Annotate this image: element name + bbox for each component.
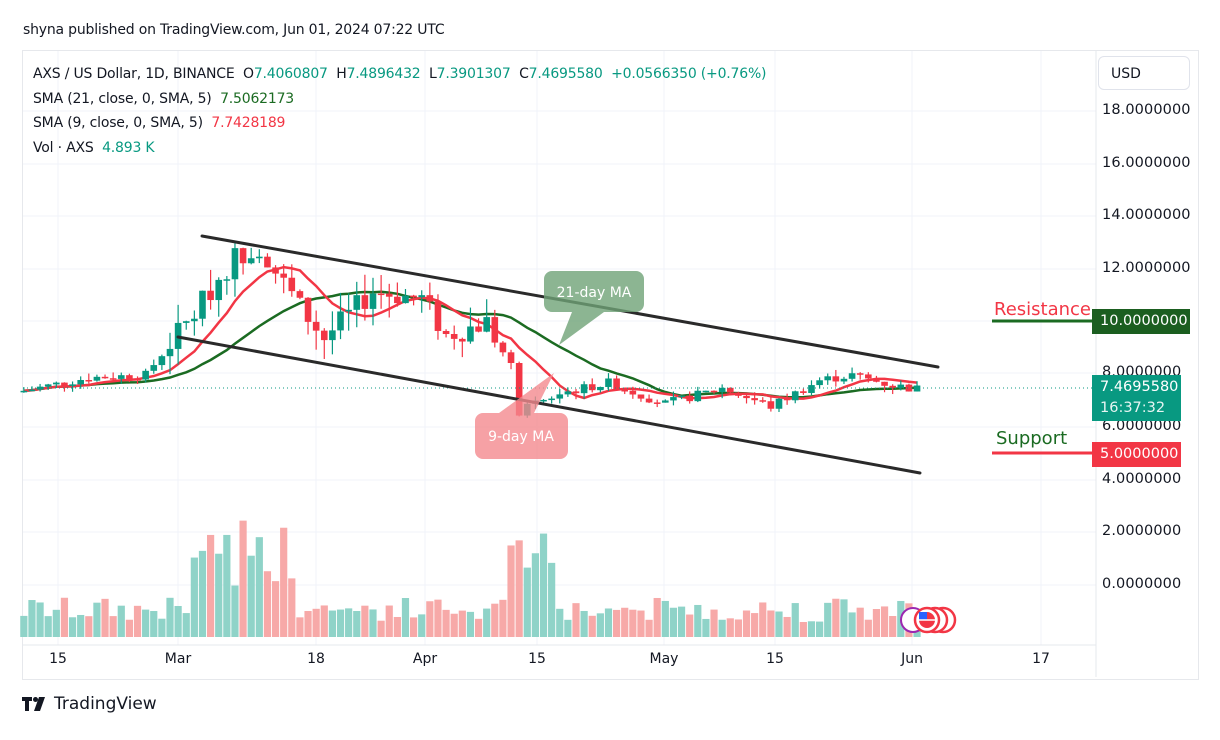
time-tick: Apr — [412, 651, 438, 667]
currency-selector[interactable]: USD — [1098, 56, 1190, 90]
chart-legend: AXS / US Dollar, 1D, BINANCE O7.4060807 … — [33, 62, 767, 160]
volume-row[interactable]: Vol · AXS 4.893 K — [33, 139, 155, 156]
volume-bars — [20, 520, 921, 637]
close-value: 7.4695580 — [528, 66, 603, 82]
time-tick: 15 — [49, 651, 67, 667]
current-price-tag: 7.4695580 16:37:32 — [1092, 375, 1181, 421]
tradingview-logo-icon — [22, 697, 45, 711]
published-info: shyna published on TradingView.com, Jun … — [23, 22, 445, 38]
current-price: 7.4695580 — [1100, 379, 1179, 395]
ma21-callout: 21-day MA — [557, 285, 632, 301]
price-tick: 16.0000000 — [1102, 155, 1191, 171]
ohlc-row: AXS / US Dollar, 1D, BINANCE O7.4060807 … — [33, 66, 767, 82]
symbol-title[interactable]: AXS / US Dollar, 1D, BINANCE — [33, 66, 235, 82]
time-tick: 15 — [766, 651, 784, 667]
time-tick: 15 — [528, 651, 546, 667]
resistance-label: Resistance — [994, 299, 1091, 320]
bar-countdown: 16:37:32 — [1100, 400, 1166, 416]
price-tick: 2.0000000 — [1102, 523, 1182, 539]
price-tick: 6.0000000 — [1102, 418, 1182, 434]
support-label: Support — [996, 428, 1067, 449]
price-tick: 14.0000000 — [1102, 207, 1191, 223]
time-tick: 17 — [1032, 651, 1050, 667]
tradingview-logo[interactable]: TradingView — [22, 694, 157, 714]
candlesticks — [20, 243, 921, 418]
change-value: +0.0566350 (+0.76%) — [611, 66, 767, 82]
time-tick: Mar — [164, 651, 192, 667]
sma21-value: 7.5062173 — [220, 90, 294, 107]
low-value: 7.3901307 — [436, 66, 511, 82]
price-tick: 18.0000000 — [1102, 102, 1191, 118]
sma9-row[interactable]: SMA (9, close, 0, SMA, 5) 7.7428189 — [33, 115, 286, 131]
high-value: 7.4896432 — [346, 66, 421, 82]
time-tick: Jun — [901, 651, 923, 667]
ma9-callout: 9-day MA — [488, 429, 554, 445]
drawings: Resistance Support 21-day MA 9-day MA — [23, 234, 1096, 634]
price-tick: 12.0000000 — [1102, 260, 1191, 276]
open-value: 7.4060807 — [253, 66, 328, 82]
sma21-row[interactable]: SMA (21, close, 0, SMA, 5) 7.5062173 — [33, 90, 294, 107]
price-tick: 4.0000000 — [1102, 471, 1182, 487]
price-tick: 0.0000000 — [1102, 576, 1182, 592]
sma9-value: 7.7428189 — [211, 115, 286, 131]
resistance-price-tag: 10.0000000 — [1092, 309, 1190, 334]
support-price-tag: 5.0000000 — [1092, 442, 1181, 467]
volume-value: 4.893 K — [102, 139, 155, 156]
brand-name: TradingView — [54, 694, 157, 714]
time-tick: 18 — [307, 651, 325, 667]
time-tick: May — [649, 651, 679, 667]
